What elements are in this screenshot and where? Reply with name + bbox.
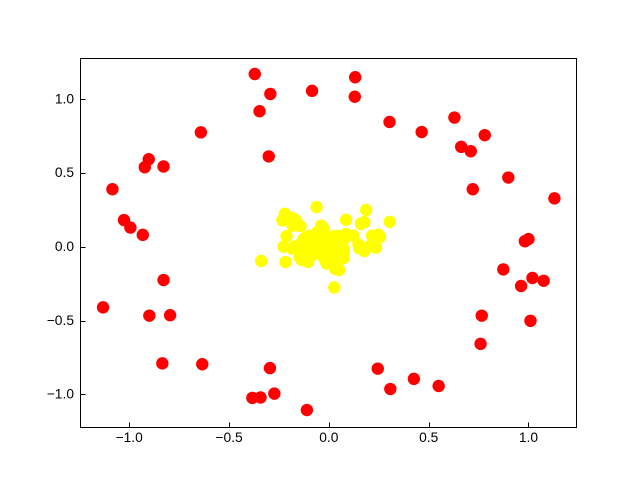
svg-text:−0.5: −0.5 bbox=[47, 313, 75, 328]
svg-text:0.0: 0.0 bbox=[55, 239, 75, 254]
svg-text:0.5: 0.5 bbox=[419, 430, 439, 445]
svg-text:−1.0: −1.0 bbox=[47, 387, 75, 402]
svg-text:0.0: 0.0 bbox=[319, 430, 339, 445]
svg-text:1.0: 1.0 bbox=[519, 430, 539, 445]
svg-text:1.0: 1.0 bbox=[55, 91, 75, 106]
svg-text:0.5: 0.5 bbox=[55, 165, 75, 180]
svg-text:−1.0: −1.0 bbox=[116, 430, 144, 445]
svg-text:−0.5: −0.5 bbox=[215, 430, 243, 445]
